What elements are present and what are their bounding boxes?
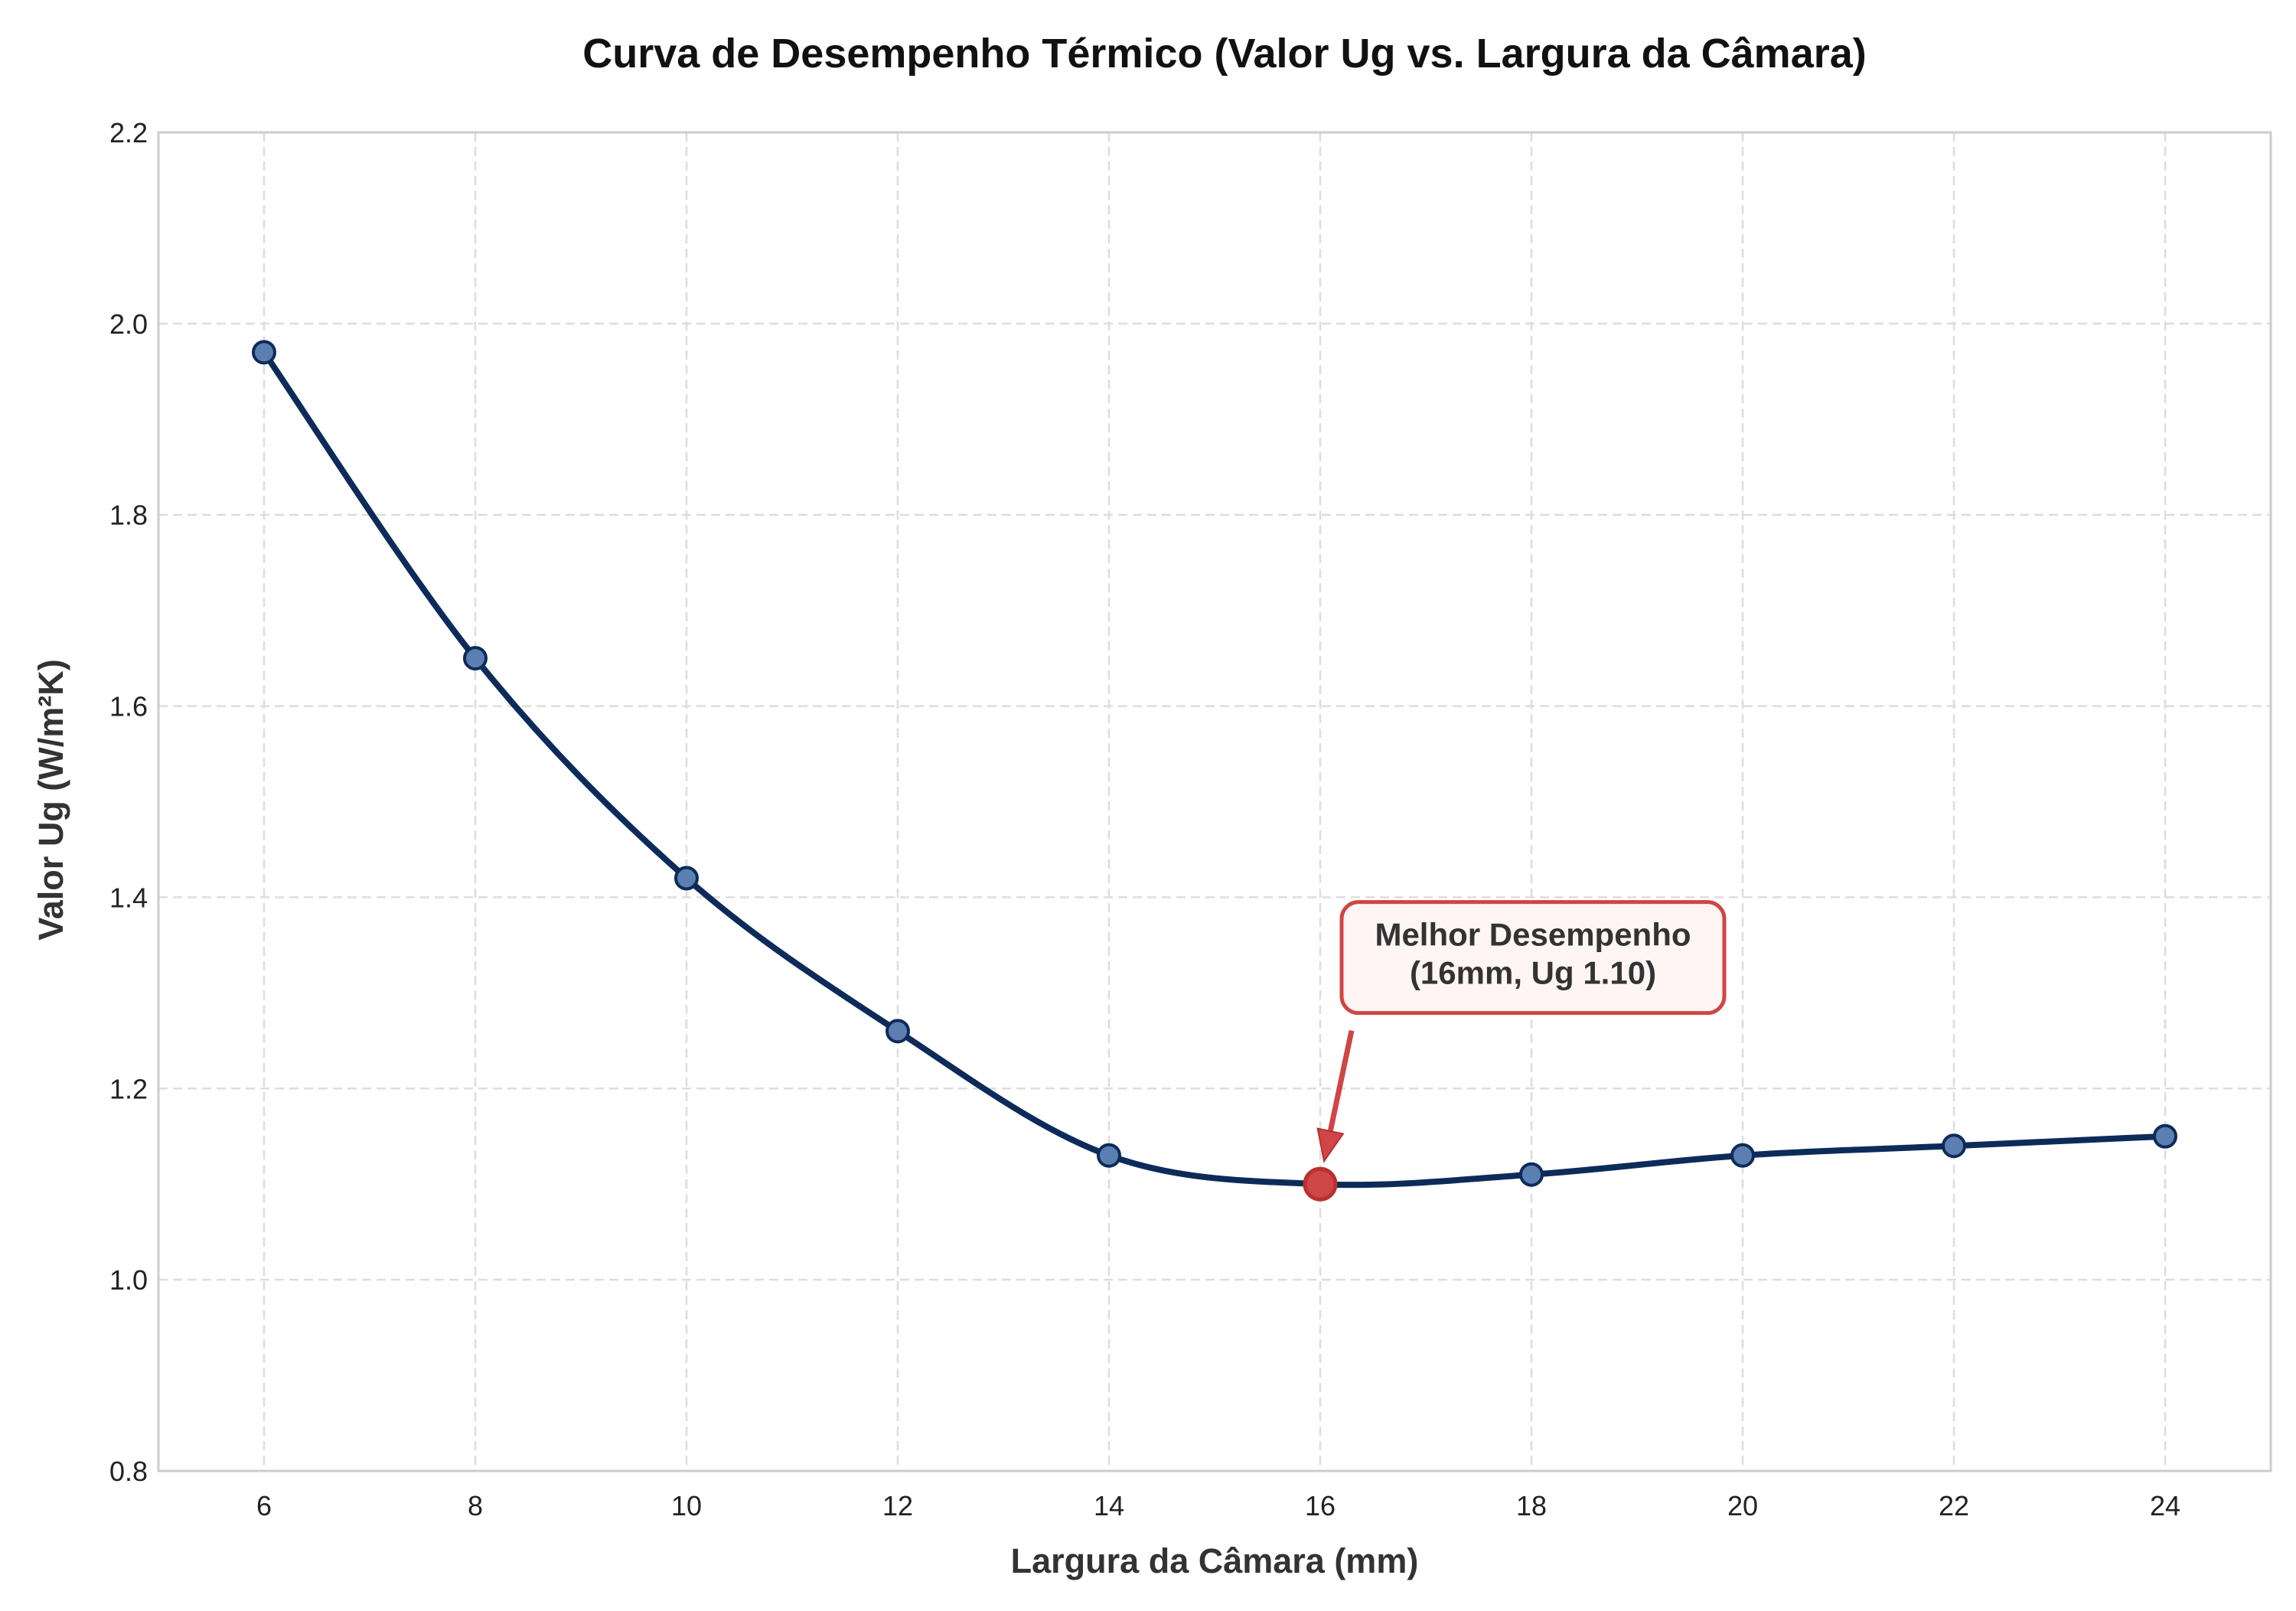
x-tick-label: 20 xyxy=(1727,1490,1758,1521)
data-point xyxy=(1519,1162,1544,1187)
data-point xyxy=(1097,1143,1121,1168)
axis-ticks: 6 8 10 12 14 16 18 20 22 24 0.8 1.0 1.2 1.4 1.6 1.8 2.0 2… xyxy=(109,117,2180,1521)
annotation-text: Melhor Desempenho xyxy=(1375,917,1691,953)
y-tick-label: 1.4 xyxy=(109,882,148,913)
highlight-point xyxy=(1303,1166,1338,1202)
x-tick-label: 24 xyxy=(2150,1490,2180,1521)
x-tick-label: 22 xyxy=(1939,1490,1969,1521)
x-tick-label: 10 xyxy=(671,1490,702,1521)
annotation-arrow-head xyxy=(1316,1127,1345,1163)
annotation-box xyxy=(1339,900,1727,1016)
data-point xyxy=(252,340,276,365)
data-point xyxy=(463,646,488,671)
y-tick-label: 1.6 xyxy=(109,691,148,722)
x-tick-label: 6 xyxy=(256,1490,272,1521)
plot-area-frame xyxy=(157,131,2272,1472)
y-tick-label: 1.0 xyxy=(109,1264,148,1296)
annotation-arrow-shaft xyxy=(1327,1029,1355,1132)
data-point xyxy=(1730,1143,1755,1168)
y-tick-label: 2.2 xyxy=(109,117,148,148)
data-series xyxy=(252,340,2177,1202)
data-point xyxy=(885,1019,910,1044)
annotation: Melhor Desempenho(16mm, Ug 1.10) xyxy=(1316,900,1727,1163)
y-tick-label: 1.2 xyxy=(109,1073,148,1104)
y-tick-label: 1.8 xyxy=(109,500,148,531)
x-tick-label: 8 xyxy=(468,1490,483,1521)
x-tick-label: 12 xyxy=(882,1490,913,1521)
grid xyxy=(158,132,2271,1471)
x-tick-label: 14 xyxy=(1094,1490,1124,1521)
y-tick-label: 2.0 xyxy=(109,308,148,340)
y-axis-label: Valor Ug (W/m²K) xyxy=(31,659,70,941)
x-tick-label: 18 xyxy=(1516,1490,1547,1521)
data-point xyxy=(1942,1133,1966,1159)
data-point xyxy=(674,866,699,891)
x-axis-label: Largura da Câmara (mm) xyxy=(1011,1541,1419,1580)
data-point xyxy=(2153,1123,2177,1149)
chart-title: Curva de Desempenho Térmico (Valor Ug vs… xyxy=(582,31,1867,77)
x-tick-label: 16 xyxy=(1305,1490,1336,1521)
y-tick-label: 0.8 xyxy=(109,1456,148,1487)
series-line xyxy=(261,349,2168,1189)
annotation-text: (16mm, Ug 1.10) xyxy=(1410,955,1656,991)
